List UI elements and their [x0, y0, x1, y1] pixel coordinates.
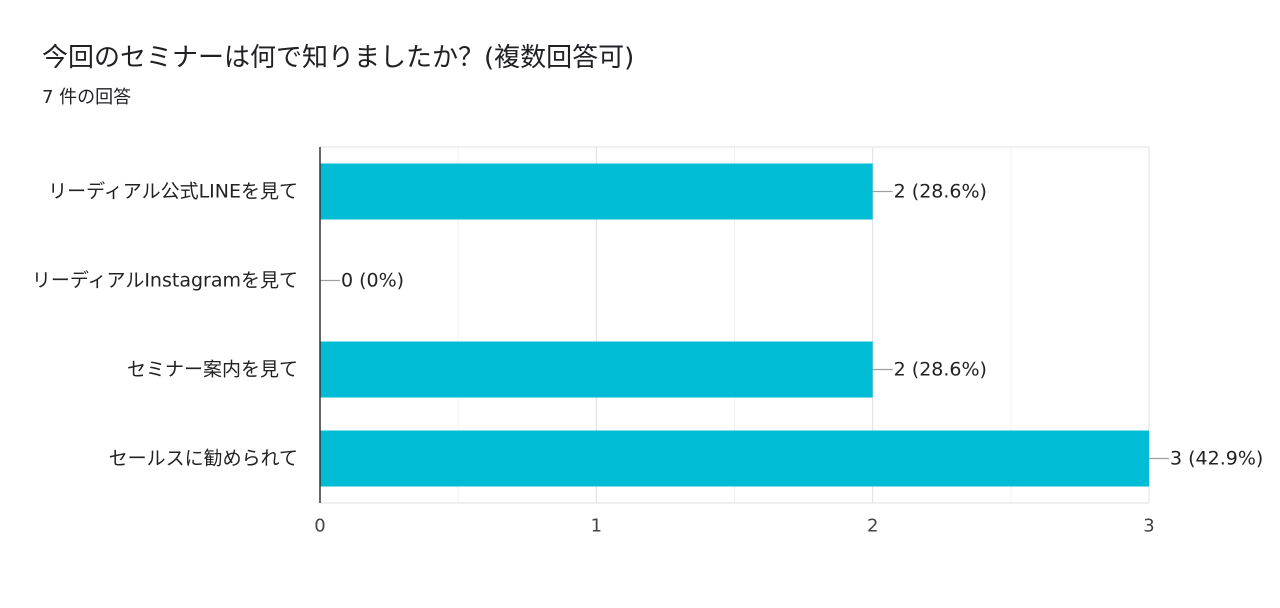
response-count: 7 件の回答 [42, 87, 132, 108]
category-label: リーディアル公式LINEを見て [48, 181, 298, 203]
data-label: 2 (28.6%) [894, 181, 987, 203]
category-label: リーディアルInstagramを見て [32, 270, 298, 292]
x-tick-label: 0 [314, 516, 325, 537]
category-label: セミナー案内を見て [127, 359, 298, 381]
x-tick-label: 2 [867, 516, 878, 537]
bar [320, 163, 873, 220]
bar [320, 341, 873, 398]
chart-title: 今回のセミナーは何で知りましたか？(複数回答可) [42, 43, 635, 73]
bar [320, 430, 1149, 487]
x-tick-label: 3 [1143, 516, 1154, 537]
data-label: 3 (42.9%) [1170, 448, 1263, 470]
data-label: 0 (0%) [341, 270, 404, 292]
data-label: 2 (28.6%) [894, 359, 987, 381]
category-label: セールスに勧められて [109, 448, 298, 470]
x-tick-label: 1 [591, 516, 602, 537]
